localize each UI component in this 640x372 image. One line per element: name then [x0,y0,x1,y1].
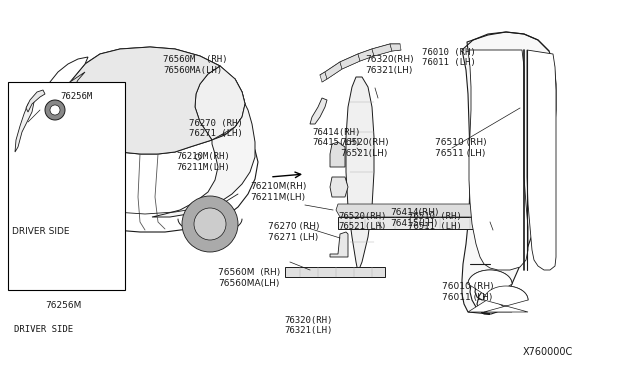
Polygon shape [468,270,512,312]
Polygon shape [330,177,348,197]
Polygon shape [325,62,342,79]
Polygon shape [62,72,105,147]
Text: DRIVER SIDE: DRIVER SIDE [12,228,70,237]
Circle shape [52,198,104,250]
Polygon shape [372,44,392,56]
Text: 76010 (RH)
76011 (LH): 76010 (RH) 76011 (LH) [422,48,476,67]
Polygon shape [484,286,528,312]
Polygon shape [390,44,401,51]
Text: 76256M: 76256M [61,92,93,101]
Text: 76510 (RH)
76511 (LH): 76510 (RH) 76511 (LH) [435,138,486,158]
Circle shape [50,105,60,115]
Circle shape [195,154,201,160]
Text: DRIVER SIDE: DRIVER SIDE [14,325,73,334]
Polygon shape [15,100,34,152]
Circle shape [194,208,226,240]
Text: 76210M(RH)
76211M(LH): 76210M(RH) 76211M(LH) [250,182,307,202]
Polygon shape [358,49,374,61]
Text: 76414(RH)
76415(LH): 76414(RH) 76415(LH) [312,128,361,147]
Text: 76414(RH)
76415(LH): 76414(RH) 76415(LH) [390,208,438,228]
Text: 76320(RH)
76321(LH): 76320(RH) 76321(LH) [365,55,413,75]
Polygon shape [26,90,45,112]
Polygon shape [35,110,258,232]
Polygon shape [330,142,345,167]
Text: 76210M(RH)
76211M(LH): 76210M(RH) 76211M(LH) [176,152,230,171]
Polygon shape [336,204,492,217]
Polygon shape [152,104,255,217]
Polygon shape [346,77,374,272]
Polygon shape [35,57,88,140]
Text: 76320(RH)
76321(LH): 76320(RH) 76321(LH) [285,316,333,335]
Circle shape [63,209,93,239]
Text: 76560M  (RH)
76560MA(LH): 76560M (RH) 76560MA(LH) [163,55,228,75]
Text: 76256M: 76256M [45,301,81,310]
Polygon shape [462,32,556,314]
Text: 76510 (RH)
76511 (LH): 76510 (RH) 76511 (LH) [408,212,462,231]
Circle shape [182,196,238,252]
Polygon shape [330,232,348,257]
Text: 76270 (RH)
76271 (LH): 76270 (RH) 76271 (LH) [189,119,243,138]
Text: 76010 (RH)
76011 (LH): 76010 (RH) 76011 (LH) [442,282,493,302]
Text: 76560M  (RH)
76560MA(LH): 76560M (RH) 76560MA(LH) [218,268,280,288]
Polygon shape [310,98,327,124]
Circle shape [45,100,65,120]
Bar [8,82,125,290]
Text: 76270 (RH)
76271 (LH): 76270 (RH) 76271 (LH) [268,222,319,242]
Polygon shape [285,267,385,277]
Polygon shape [468,50,528,270]
Polygon shape [340,54,360,69]
Polygon shape [62,47,220,154]
Text: X760000C: X760000C [522,347,573,357]
Text: 76520(RH)
76521(LH): 76520(RH) 76521(LH) [340,138,388,158]
Text: 76520(RH)
76521(LH): 76520(RH) 76521(LH) [338,212,387,231]
Polygon shape [30,177,68,232]
Polygon shape [338,217,490,229]
Polygon shape [195,66,245,140]
Polygon shape [320,72,327,82]
Polygon shape [527,50,556,270]
